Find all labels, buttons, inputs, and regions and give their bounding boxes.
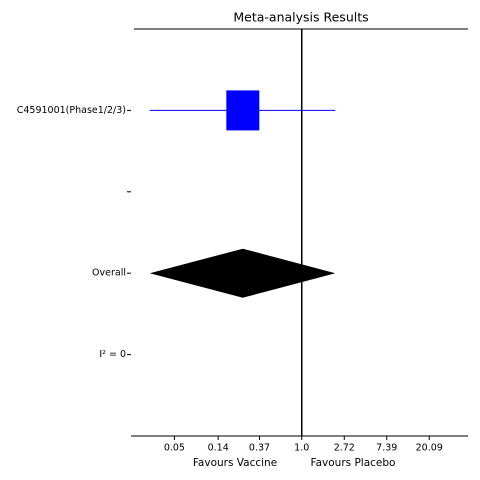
x-tick-label: 20.09 xyxy=(416,443,443,454)
y-tick-label: Overall xyxy=(92,268,126,279)
x-tick-label: 2.72 xyxy=(334,443,355,454)
x-tick-label: 0.37 xyxy=(249,443,270,454)
x-tick-label: 0.05 xyxy=(164,443,185,454)
x-label-left: Favours Vaccine xyxy=(193,457,277,469)
y-tick-label: C4591001(Phase1/2/3) xyxy=(17,105,126,116)
estimate-box xyxy=(226,90,260,131)
y-tick-label: I² = 0 xyxy=(99,349,126,360)
x-tick-label: 7.39 xyxy=(376,443,397,454)
summary-diamond xyxy=(149,248,336,298)
x-tick-label: 0.14 xyxy=(208,443,229,454)
x-tick-label: 1.0 xyxy=(294,443,309,454)
x-label-right: Favours Placebo xyxy=(311,457,396,469)
chart-title: Meta-analysis Results xyxy=(233,10,368,25)
